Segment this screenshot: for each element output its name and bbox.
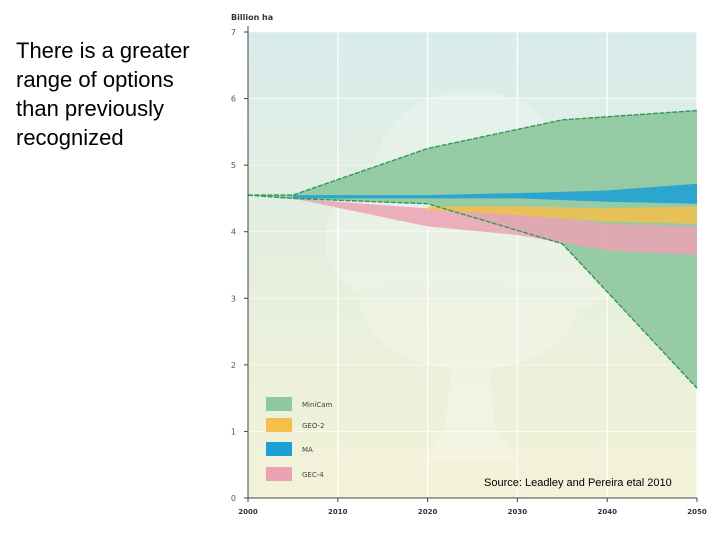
legend-label: MiniCam [302,401,333,409]
series-line-minicam-upper [248,109,698,196]
legend-swatch [266,418,292,432]
series-line-minicam-lower [247,194,698,389]
y-tick-label: 5 [231,161,236,170]
y-tick-label: 7 [231,28,236,37]
series-area-minicam [248,110,697,389]
y-tick-label: 4 [231,228,236,237]
slide-text-line: range of options [16,67,174,92]
legend-swatch [266,397,292,411]
slide-text-line: recognized [16,125,124,150]
legend-swatch [266,442,292,456]
x-tick-label: 2010 [328,508,348,516]
unit-label: Billion ha [231,13,273,22]
slide-text-line: than previously [16,96,164,121]
legend-label: MA [302,446,313,454]
source-note: Source: Leadley and Pereira etal 2010 [484,477,672,489]
axes [244,26,698,502]
series-areas [248,110,697,389]
x-tick-label: 2050 [687,508,707,516]
slide-text: There is a greater range of options than… [16,36,216,152]
y-tick-labels: 0 1 2 3 4 5 6 7 [231,28,236,503]
x-tick-label: 2020 [418,508,438,516]
legend-label: GEC-4 [302,471,324,479]
y-tick-label: 1 [231,427,236,436]
y-tick-label: 2 [231,361,236,370]
y-tick-label: 3 [231,294,236,303]
y-tick-label: 0 [231,494,236,503]
series-area-ma [292,183,697,204]
y-tick-label: 6 [231,95,236,104]
legend-swatch [266,467,292,481]
series-area-geo-2 [427,206,697,224]
x-tick-label: 2000 [238,508,258,516]
x-tick-label: 2030 [508,508,528,516]
x-tick-labels: 2000 2010 2020 2030 2040 2050 [238,508,707,516]
x-tick-label: 2040 [597,508,617,516]
series-lines [247,109,698,389]
series-area-gec-4 [292,198,697,256]
legend: MiniCam GEO-2 MA GEC-4 [266,397,333,481]
slide-text-line: There is a greater [16,38,190,63]
legend-label: GEO-2 [302,422,325,430]
